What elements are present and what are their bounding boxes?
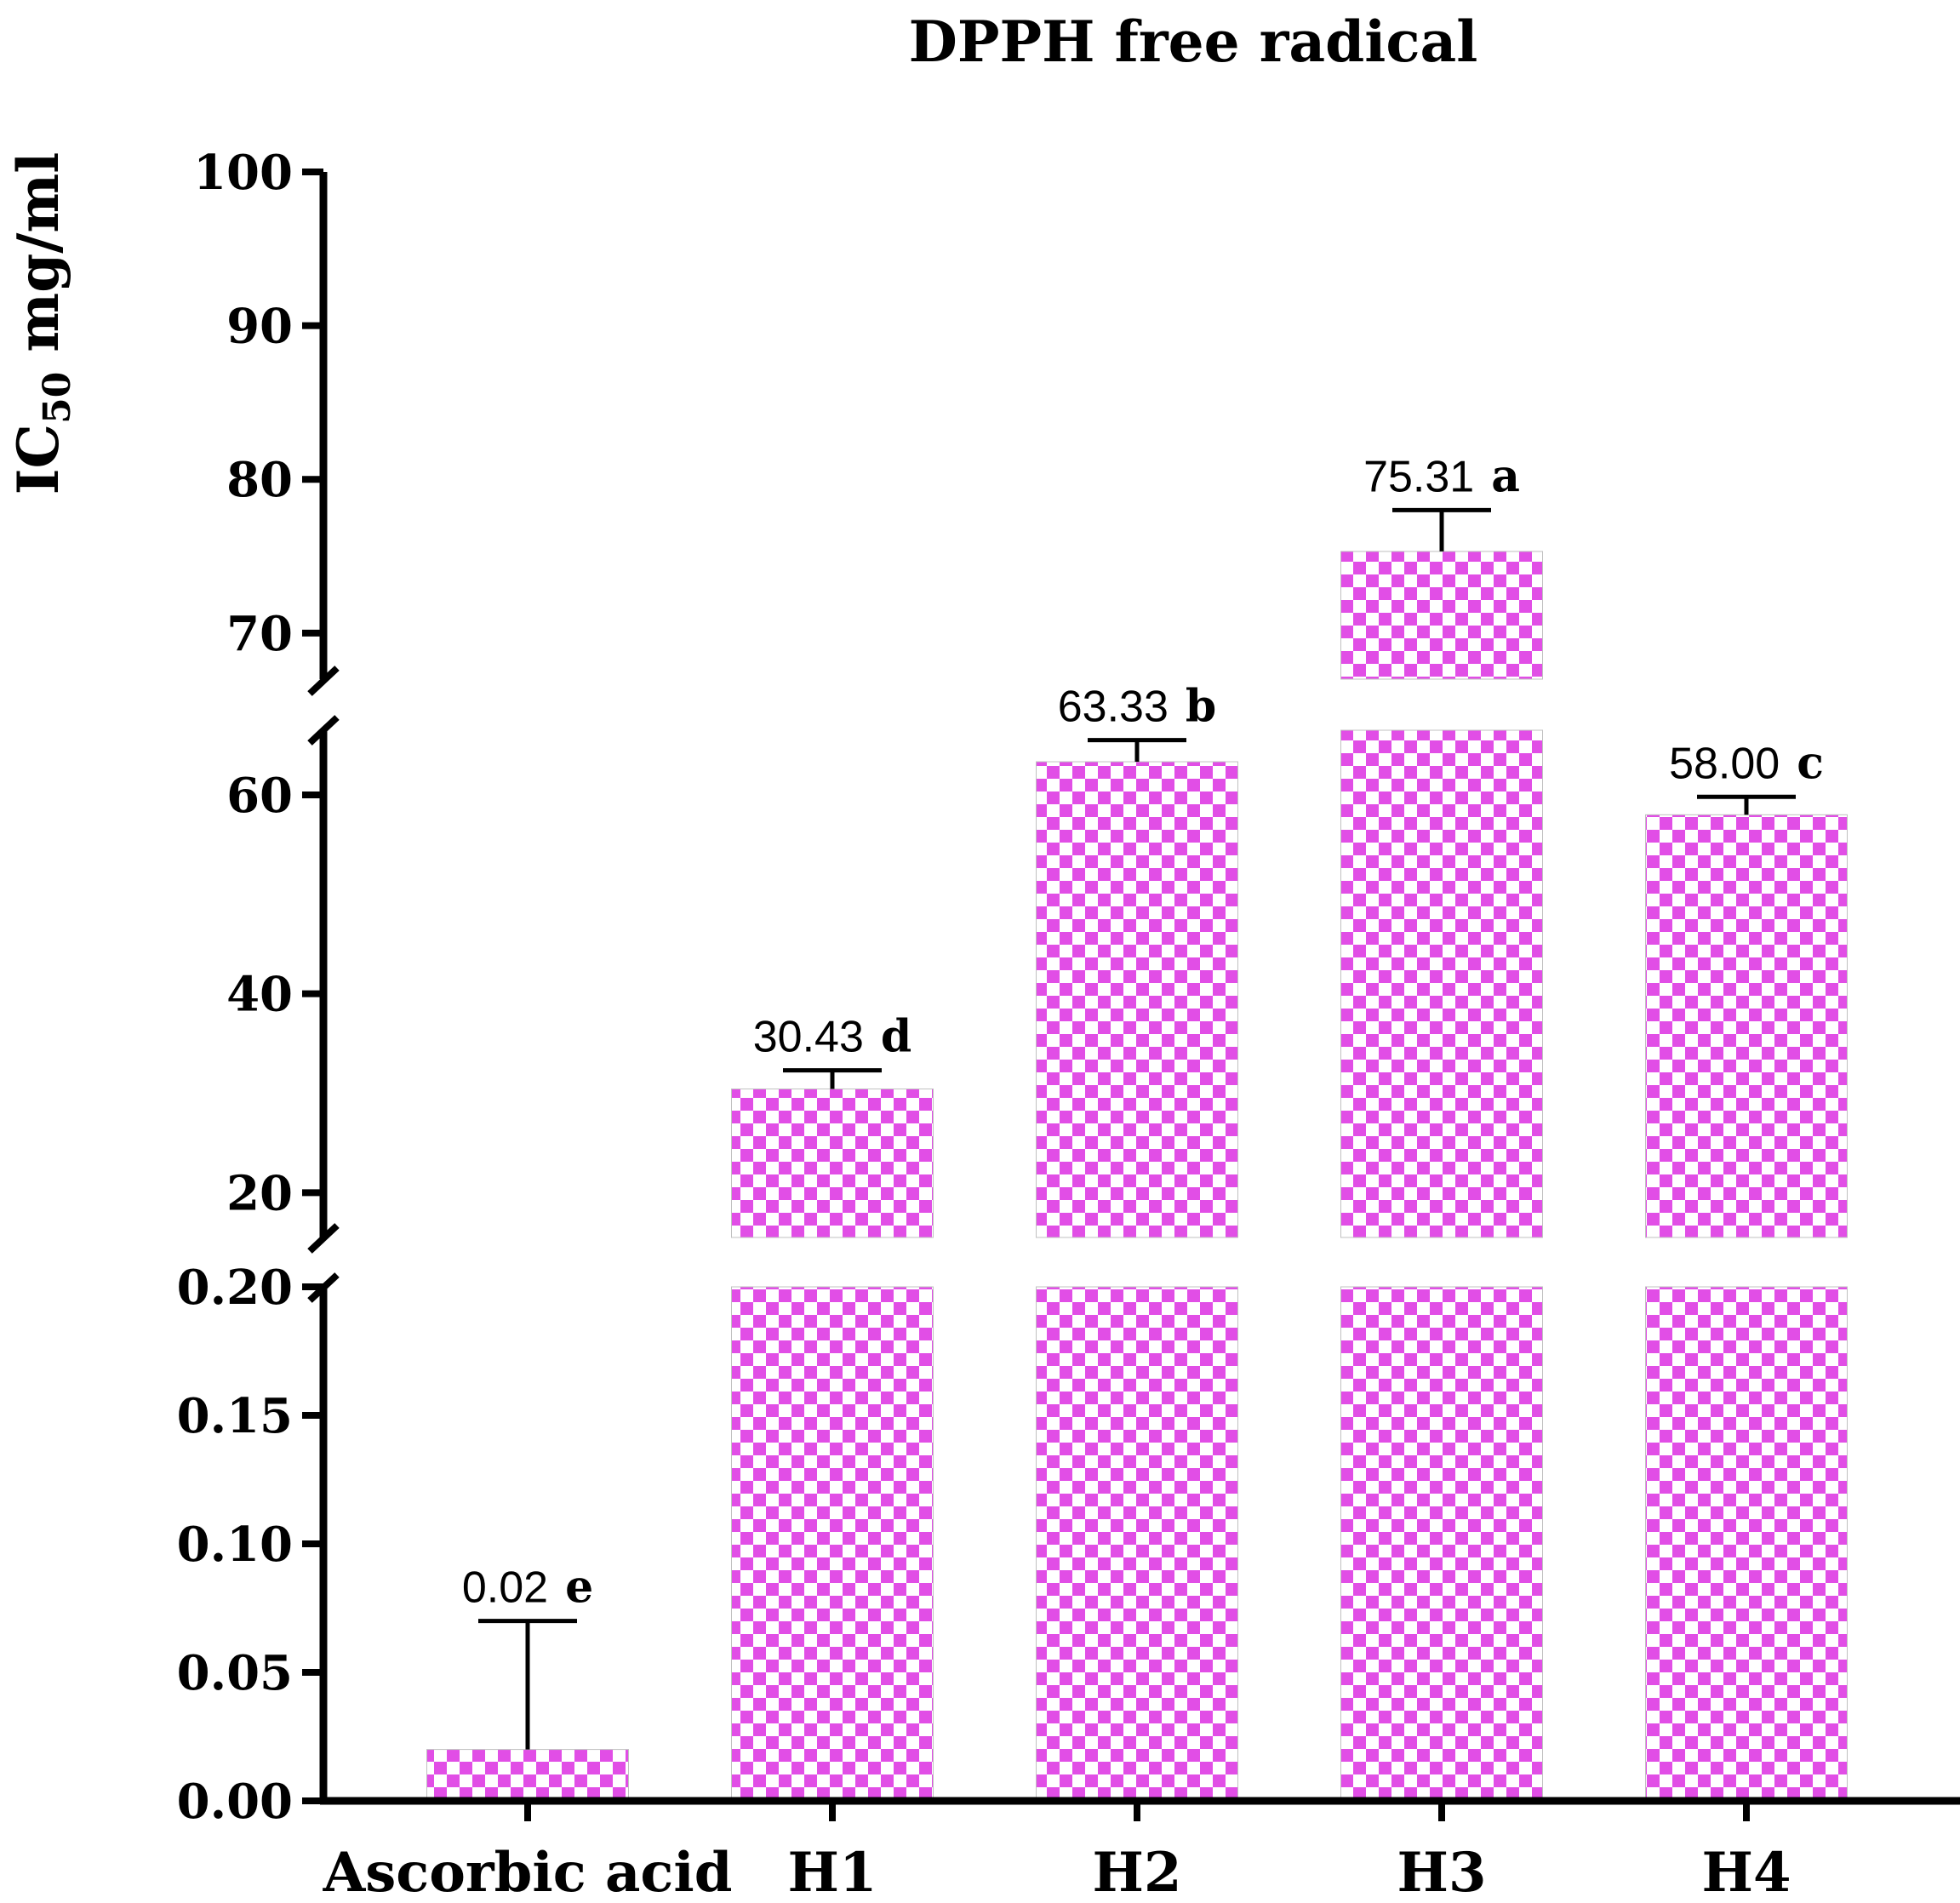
- y-tick-label: 60: [226, 768, 293, 824]
- data-label-value: 63.33: [1058, 683, 1169, 732]
- significance-letter: e: [565, 1562, 593, 1614]
- significance-letter: b: [1186, 681, 1216, 733]
- bar: [426, 1749, 629, 1802]
- data-label-value: 58.00: [1669, 739, 1780, 788]
- bars: [426, 551, 1848, 1802]
- significance-letter: d: [881, 1011, 911, 1063]
- y-tick-label: 80: [226, 452, 293, 508]
- axis-break-mark: [307, 715, 340, 746]
- y-tick-label: 0.20: [177, 1260, 293, 1316]
- y-axis-label-sub: 50: [36, 372, 79, 424]
- x-ticks: Ascorbic acid H1 H2 H3 H4: [323, 1801, 1791, 1903]
- bar: [1645, 1286, 1848, 1802]
- bar: [1340, 551, 1543, 680]
- x-tick-label: Ascorbic acid: [323, 1841, 733, 1903]
- x-tick-label: H2: [1093, 1841, 1182, 1903]
- y-axis: [307, 172, 340, 1801]
- y-tick-label: 0.10: [177, 1517, 293, 1573]
- y-ticks: 0.00 0.05 0.10 0.15 0.20 20 40 60 70 80 90 100: [177, 145, 323, 1830]
- axis-break-mark: [307, 1223, 340, 1254]
- data-label-value: 0.02: [462, 1563, 548, 1613]
- bar: [1340, 729, 1543, 1238]
- error-bars: [478, 507, 1796, 1750]
- y-axis-label: IC50 mg/ml: [5, 152, 79, 495]
- x-tick-label: H4: [1702, 1841, 1791, 1903]
- data-label: 30.43 d: [753, 1011, 912, 1063]
- axis-break-mark: [307, 666, 340, 696]
- significance-letter: c: [1797, 737, 1824, 789]
- bar: [731, 1286, 934, 1802]
- data-label: 0.02 e: [462, 1562, 593, 1614]
- bar: [731, 1089, 934, 1238]
- data-label: 58.00 c: [1669, 737, 1824, 789]
- y-tick-label: 70: [226, 606, 293, 662]
- bar: [1340, 1286, 1543, 1802]
- y-tick-label: 0.00: [177, 1774, 293, 1830]
- y-tick-label: 90: [226, 299, 293, 355]
- y-tick-label: 40: [226, 967, 293, 1023]
- bar: [1645, 814, 1848, 1238]
- x-tick-label: H1: [788, 1841, 877, 1903]
- y-axis-label-unit: mg/ml: [5, 152, 71, 372]
- data-label: 75.31 a: [1363, 450, 1520, 502]
- data-label-value: 75.31: [1363, 452, 1474, 501]
- bar: [1036, 761, 1238, 1238]
- y-tick-label: 100: [193, 145, 293, 201]
- chart-title: DPPH free radical: [909, 9, 1478, 75]
- significance-letter: a: [1491, 450, 1520, 502]
- x-tick-label: H3: [1397, 1841, 1487, 1903]
- data-label-value: 30.43: [753, 1013, 864, 1062]
- y-tick-label: 0.05: [177, 1645, 293, 1701]
- data-label: 63.33 b: [1058, 681, 1217, 733]
- y-axis-label-main: IC: [5, 424, 71, 494]
- y-tick-label: 0.15: [177, 1388, 293, 1444]
- bar: [1036, 1286, 1238, 1802]
- value-labels: 0.02 e 30.43 d 63.33 b 75.31 a 58.00 c: [462, 450, 1824, 1613]
- y-tick-label: 20: [226, 1165, 293, 1221]
